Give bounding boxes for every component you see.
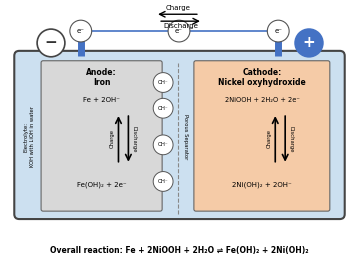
Text: Fe + 2OH⁻: Fe + 2OH⁻ [83,97,120,103]
Text: OH⁻: OH⁻ [158,80,168,85]
Text: e⁻: e⁻ [175,28,183,34]
FancyBboxPatch shape [14,51,345,219]
Text: 2Ni(OH)₂ + 2OH⁻: 2Ni(OH)₂ + 2OH⁻ [233,181,292,188]
Circle shape [153,98,173,118]
Text: OH⁻: OH⁻ [158,106,168,111]
Circle shape [70,20,92,42]
Text: OH⁻: OH⁻ [158,179,168,184]
Text: Discharge: Discharge [132,126,137,152]
Text: −: − [45,35,57,51]
Text: Nickel oxyhydroxide: Nickel oxyhydroxide [219,78,306,87]
Text: e⁻: e⁻ [77,28,85,34]
Text: Porous Separator: Porous Separator [183,114,188,160]
Text: Charge: Charge [110,129,115,148]
Text: +: + [303,35,315,51]
Text: 2NiOOH + 2H₂O + 2e⁻: 2NiOOH + 2H₂O + 2e⁻ [225,97,300,103]
Text: Discharge: Discharge [164,23,199,29]
Text: Charge: Charge [267,129,272,148]
Text: OH⁻: OH⁻ [158,142,168,147]
Text: Electrolyte:
KOH with LiOH in water: Electrolyte: KOH with LiOH in water [24,106,34,167]
Text: Cathode:: Cathode: [243,68,282,77]
Text: Iron: Iron [93,78,110,87]
Text: Charge: Charge [165,5,190,11]
Circle shape [153,135,173,155]
FancyBboxPatch shape [41,61,162,211]
Circle shape [267,20,289,42]
Text: Overall reaction: Fe + 2NiOOH + 2H₂O ⇌ Fe(OH)₂ + 2Ni(OH)₂: Overall reaction: Fe + 2NiOOH + 2H₂O ⇌ F… [50,246,308,255]
Circle shape [168,20,190,42]
Text: Anode:: Anode: [86,68,117,77]
Circle shape [295,29,323,57]
Text: Fe(OH)₂ + 2e⁻: Fe(OH)₂ + 2e⁻ [77,181,126,188]
Circle shape [153,172,173,191]
FancyBboxPatch shape [194,61,330,211]
Circle shape [153,73,173,92]
Circle shape [37,29,65,57]
Text: Discharge: Discharge [289,126,294,152]
Text: e⁻: e⁻ [274,28,282,34]
